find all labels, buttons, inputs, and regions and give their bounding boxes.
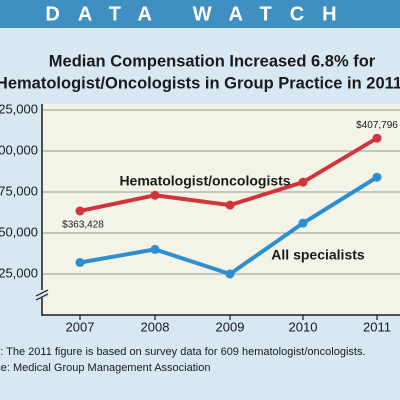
point [225, 269, 235, 279]
axis-break [35, 289, 49, 301]
point [372, 172, 382, 182]
x-tick-label: 2008 [141, 319, 170, 334]
y-tick-label: $325,000 [0, 265, 38, 280]
x-tick-label: 2009 [216, 319, 245, 334]
point [298, 177, 308, 187]
y-tick-label: $350,000 [0, 224, 38, 239]
banner: DATA WATCH [45, 3, 354, 25]
x-tick-label: 2010 [289, 319, 318, 334]
grid [42, 109, 400, 275]
y-tick-label: $400,000 [0, 142, 38, 157]
point [298, 218, 308, 228]
banner-bar [0, 0, 400, 28]
point [150, 190, 160, 200]
point [75, 258, 85, 268]
x-tick-label: 2011 [363, 319, 391, 334]
chart-title: Hematologist/Oncologists in Group Practi… [0, 74, 400, 92]
point [150, 244, 160, 254]
series-label: All specialists [271, 247, 365, 263]
x-tick-label: 2007 [66, 319, 95, 334]
point [75, 206, 85, 216]
chart-title: Median Compensation Increased 6.8% for [49, 52, 376, 70]
point [372, 133, 382, 143]
source: Source: Medical Group Management Associa… [0, 362, 210, 374]
y-tick-label: $375,000 [0, 183, 38, 198]
y-tick-label: $425,000 [0, 101, 38, 116]
series-label: Hematologist/oncologists [119, 173, 290, 189]
value-label: $407,796 [356, 120, 398, 131]
value-label: $363,428 [62, 220, 104, 231]
plot-area [42, 104, 400, 315]
point [225, 200, 235, 210]
note: Note: The 2011 figure is based on survey… [0, 346, 366, 358]
